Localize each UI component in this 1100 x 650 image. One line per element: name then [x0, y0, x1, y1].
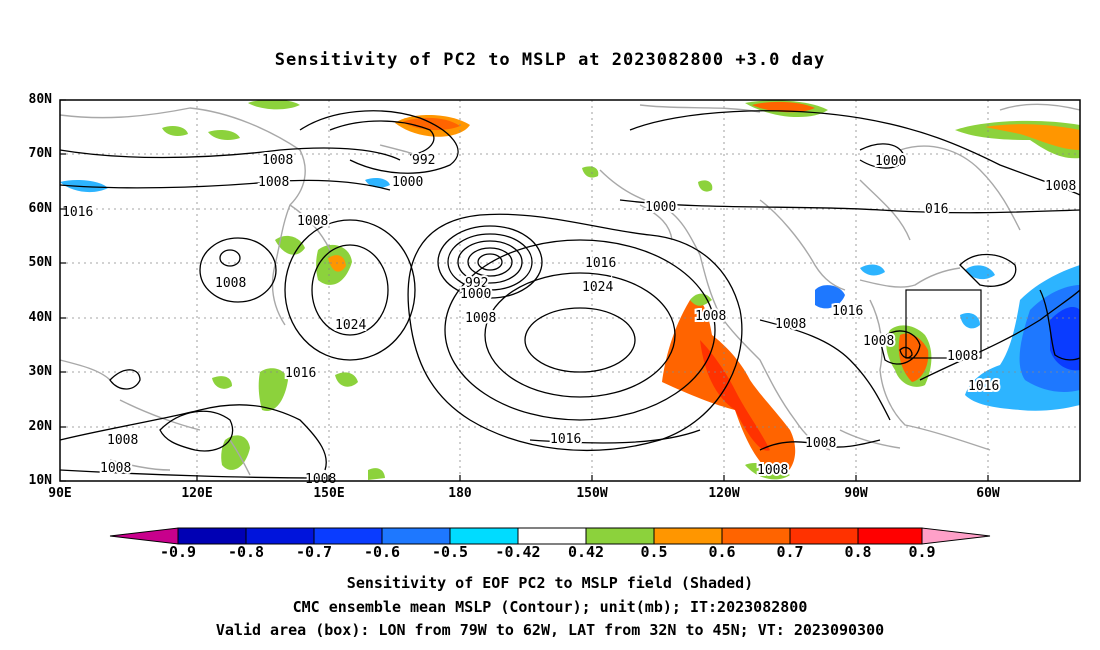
- contour-label: 1008: [100, 461, 131, 476]
- caption-contour: CMC ensemble mean MSLP (Contour); unit(m…: [292, 598, 808, 616]
- colorbar-segment: [585, 527, 655, 545]
- lat-label: 30N: [28, 364, 52, 379]
- colorbar-label: 0.6: [708, 543, 736, 561]
- lat-label: 60N: [28, 201, 52, 216]
- lat-label: 20N: [28, 419, 52, 434]
- lon-label: 150W: [576, 486, 608, 501]
- contour-label: 1000: [460, 287, 491, 302]
- lat-label: 40N: [28, 310, 52, 325]
- contour-label: 016: [925, 202, 948, 217]
- colorbar-segment: [245, 527, 315, 545]
- lon-label: 180: [448, 486, 472, 501]
- colorbar-label: -0.42: [495, 543, 541, 561]
- colorbar-segment: [721, 527, 791, 545]
- contour-label: 1008: [107, 433, 138, 448]
- contour-label: 1008: [297, 214, 328, 229]
- colorbar-segment: [177, 527, 247, 545]
- contour-label: 1008: [695, 309, 726, 324]
- coastlines: [59, 103, 1081, 476]
- lon-label: 90E: [48, 486, 72, 501]
- caption-valid-area: Valid area (box): LON from 79W to 62W, L…: [215, 621, 885, 639]
- lon-label: 120W: [708, 486, 740, 501]
- lat-label: 80N: [28, 92, 52, 107]
- contour-label: 1016: [285, 366, 316, 381]
- colorbar-segment: [313, 527, 383, 545]
- colorbar-label: -0.7: [295, 543, 333, 561]
- lat-label: 70N: [28, 146, 52, 161]
- contour-label: 1008: [465, 311, 496, 326]
- contour-label: 1024: [335, 318, 366, 333]
- contour-label: 1016: [968, 379, 999, 394]
- colorbar-label: 0.5: [640, 543, 668, 561]
- contour-label: 1016: [62, 205, 93, 220]
- contour-label: 992: [412, 153, 435, 168]
- colorbar-segment: [789, 527, 859, 545]
- lat-label: 50N: [28, 255, 52, 270]
- contour-label: 992: [465, 276, 488, 291]
- contour-label: 1000: [392, 175, 423, 190]
- contour-label: 1024: [582, 280, 613, 295]
- colorbar-label: 0.42: [567, 543, 605, 561]
- map-frame: [59, 99, 1081, 482]
- colorbar: [109, 527, 991, 545]
- contour-label: 1000: [645, 200, 676, 215]
- colorbar-label: 0.7: [776, 543, 804, 561]
- caption-shaded: Sensitivity of EOF PC2 to MSLP field (Sh…: [346, 574, 754, 592]
- colorbar-label: -0.8: [227, 543, 265, 561]
- valid-area-box: [905, 289, 982, 359]
- colorbar-label: -0.9: [159, 543, 197, 561]
- colorbar-segment: [449, 527, 519, 545]
- contour-label: 1008: [215, 276, 246, 291]
- contour-label: 1008: [805, 436, 836, 451]
- contour-label: 1008: [863, 334, 894, 349]
- contour-label: 1008: [262, 153, 293, 168]
- lon-label: 60W: [976, 486, 1000, 501]
- contour-label: 1008: [305, 472, 336, 487]
- colorbar-under-triangle: [109, 527, 179, 545]
- lon-label: 90W: [844, 486, 868, 501]
- lon-label: 120E: [181, 486, 213, 501]
- colorbar-segment: [517, 527, 587, 545]
- contour-label: 1008: [757, 463, 788, 478]
- contour-label: 1008: [775, 317, 806, 332]
- colorbar-segment: [653, 527, 723, 545]
- contour-label: 1000: [875, 154, 906, 169]
- contour-label: 1008: [947, 349, 978, 364]
- chart-title: Sensitivity of PC2 to MSLP at 2023082800…: [274, 50, 826, 70]
- contour-label: 1016: [832, 304, 863, 319]
- mslp-contours: [59, 110, 1081, 479]
- colorbar-segment: [381, 527, 451, 545]
- lat-label: 10N: [28, 473, 52, 488]
- contour-label: 1008: [1045, 179, 1076, 194]
- axis-ticks: [60, 99, 989, 482]
- contour-label: 1008: [258, 175, 289, 190]
- colorbar-segment: [857, 527, 923, 545]
- colorbar-label: 0.9: [908, 543, 936, 561]
- colorbar-label: 0.8: [844, 543, 872, 561]
- colorbar-over-triangle: [921, 527, 991, 545]
- contour-label-layer: 1008 1008 992 1000 1000 1016 1008 1008 1…: [60, 151, 1078, 489]
- colorbar-label: -0.5: [431, 543, 469, 561]
- contour-label: 1016: [585, 256, 616, 271]
- colorbar-label: -0.6: [363, 543, 401, 561]
- lon-label: 150E: [313, 486, 345, 501]
- contour-label: 1016: [550, 432, 581, 447]
